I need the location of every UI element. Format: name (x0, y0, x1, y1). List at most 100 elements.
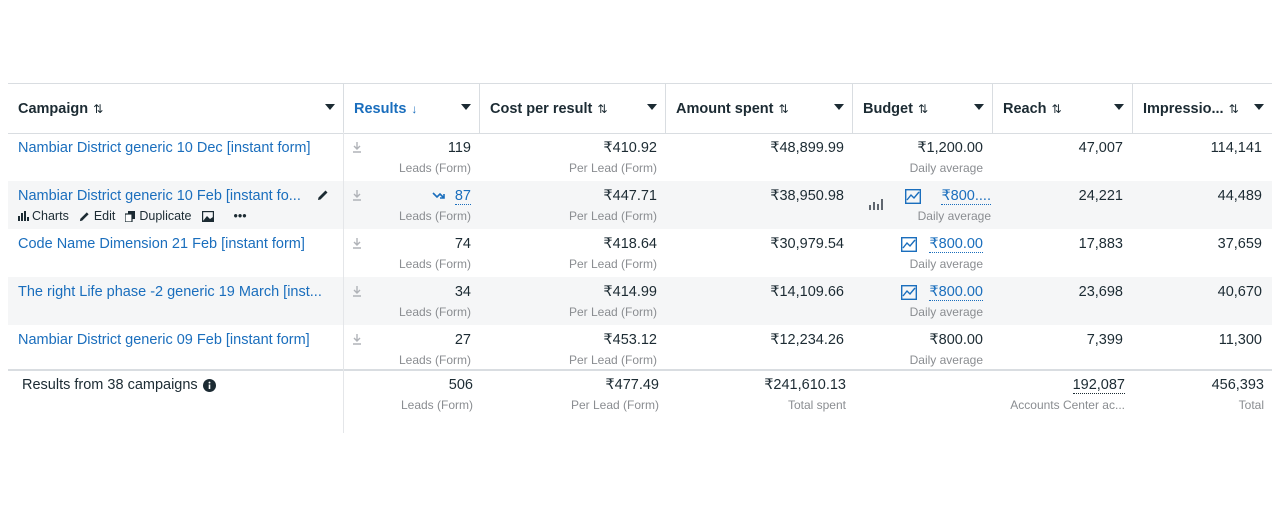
results-value: 74 (454, 236, 471, 252)
reach-value: 47,007 (1078, 140, 1123, 156)
table-row: Code Name Dimension 21 Feb [instant form… (8, 229, 1272, 277)
pencil-icon[interactable] (317, 189, 329, 201)
amount-spent-value: ₹12,234.26 (770, 332, 844, 348)
sort-icon[interactable]: ⇅ (93, 101, 103, 116)
col-header-results[interactable]: Results ↓ (344, 84, 479, 133)
preview-action[interactable] (201, 210, 214, 222)
budget-sub: Daily average (909, 257, 983, 271)
total-cost-per-result-value: ₹477.49 (605, 377, 659, 393)
total-impressions-sub: Total (1238, 398, 1264, 412)
budget-value: ₹1,200.00 (917, 140, 983, 156)
download-icon[interactable] (352, 285, 362, 298)
budget-trend-icon[interactable] (901, 285, 917, 300)
bar-chart-icon (18, 211, 29, 221)
dropdown-caret-icon[interactable] (647, 104, 657, 110)
table-row: Nambiar District generic 09 Feb [instant… (8, 325, 1272, 373)
results-sub: Leads (Form) (398, 209, 471, 223)
dropdown-caret-icon[interactable] (1114, 104, 1124, 110)
sort-desc-icon[interactable]: ↓ (411, 101, 417, 116)
budget-value[interactable]: ₹800.00 (929, 236, 983, 253)
download-icon[interactable] (352, 333, 362, 346)
reach-value: 7,399 (1086, 332, 1123, 348)
totals-label: Results from 38 campaigns (22, 377, 216, 393)
sort-icon[interactable]: ⇅ (917, 101, 928, 116)
total-amount-spent-sub: Total spent (787, 398, 846, 412)
sort-icon[interactable]: ⇅ (597, 101, 607, 116)
download-icon[interactable] (352, 141, 362, 154)
impressions-value: 11,300 (1218, 332, 1262, 348)
impressions-value: 44,489 (1217, 188, 1262, 204)
dropdown-caret-icon[interactable] (974, 104, 984, 110)
dropdown-caret-icon[interactable] (1254, 104, 1264, 110)
dropdown-caret-icon[interactable] (834, 104, 844, 110)
col-header-amount-spent[interactable]: Amount spent ⇅ (666, 84, 852, 133)
cost-per-result-value: ₹418.64 (603, 236, 657, 252)
pencil-icon (79, 211, 89, 221)
col-header-reach[interactable]: Reach ⇅ (993, 84, 1132, 133)
cost-per-result-value: ₹453.12 (603, 332, 657, 348)
amount-spent-value: ₹30,979.54 (770, 236, 844, 252)
table-row: The right Life phase -2 generic 19 March… (8, 277, 1272, 325)
duplicate-action[interactable]: Duplicate (125, 209, 192, 223)
duplicate-icon (125, 210, 136, 222)
cost-per-result-sub: Per Lead (Form) (568, 257, 657, 271)
sort-icon[interactable]: ⇅ (778, 101, 788, 116)
results-sub: Leads (Form) (398, 257, 471, 271)
col-header-impressions[interactable]: Impressio... ⇅ (1133, 84, 1272, 133)
budget-trend-icon[interactable] (905, 189, 921, 204)
results-sub: Leads (Form) (398, 161, 471, 175)
budget-sub: Daily average (909, 161, 983, 175)
cost-per-result-sub: Per Lead (Form) (568, 161, 657, 175)
dropdown-caret-icon[interactable] (325, 104, 335, 110)
total-amount-spent-value: ₹241,610.13 (764, 377, 846, 393)
budget-value[interactable]: ₹800.... (941, 188, 991, 205)
amount-spent-value: ₹14,109.66 (770, 284, 844, 300)
total-reach-sub: Accounts Center ac... (1010, 398, 1125, 412)
col-header-budget[interactable]: Budget ⇅ (853, 84, 992, 133)
budget-sub: Daily average (909, 353, 983, 367)
total-cost-per-result-sub: Per Lead (Form) (570, 398, 659, 412)
budget-trend-icon[interactable] (901, 237, 917, 252)
sort-icon[interactable]: ⇅ (1051, 101, 1062, 116)
row-actions: Charts Edit Duplicate ••• (18, 209, 257, 223)
cost-per-result-sub: Per Lead (Form) (568, 305, 657, 319)
more-options-button[interactable]: ••• (233, 209, 247, 223)
trend-down-icon (432, 192, 445, 199)
impressions-value: 37,659 (1217, 236, 1262, 252)
budget-value[interactable]: ₹800.00 (929, 284, 983, 301)
info-icon[interactable] (202, 378, 216, 392)
budget-sub: Daily average (917, 209, 991, 223)
download-icon[interactable] (352, 189, 362, 202)
amount-spent-value: ₹38,950.98 (770, 188, 844, 204)
image-icon (201, 210, 214, 222)
results-sub: Leads (Form) (398, 305, 471, 319)
total-results-value: 506 (448, 377, 473, 393)
campaign-name-link[interactable]: Nambiar District generic 10 Dec [instant… (18, 140, 311, 156)
campaign-name-link[interactable]: Code Name Dimension 21 Feb [instant form… (18, 236, 305, 252)
results-value: 27 (454, 332, 471, 348)
edit-action[interactable]: Edit (79, 209, 115, 223)
impressions-value: 114,141 (1210, 140, 1262, 156)
reach-value: 17,883 (1078, 236, 1123, 252)
download-icon[interactable] (352, 237, 362, 250)
campaigns-table: Campaign ⇅ Results ↓ Cost per result ⇅ Amou… (8, 83, 1272, 433)
sort-icon[interactable]: ⇅ (1228, 101, 1239, 116)
charts-action[interactable]: Charts (18, 209, 69, 223)
budget-sub: Daily average (909, 305, 983, 319)
impressions-value: 40,670 (1217, 284, 1262, 300)
column-divider (343, 132, 344, 433)
campaign-name-link[interactable]: Nambiar District generic 10 Feb [instant… (18, 188, 301, 204)
campaign-name-link[interactable]: The right Life phase -2 generic 19 March… (18, 284, 322, 300)
col-header-campaign[interactable]: Campaign ⇅ (8, 84, 343, 133)
table-row: Nambiar District generic 10 Feb [instant… (8, 181, 1272, 229)
dropdown-caret-icon[interactable] (461, 104, 471, 110)
chart-icon[interactable] (869, 197, 884, 210)
results-value[interactable]: 87 (454, 188, 471, 205)
total-impressions-value: 456,393 (1211, 377, 1264, 393)
col-header-cost-per-result[interactable]: Cost per result ⇅ (480, 84, 665, 133)
total-results-sub: Leads (Form) (400, 398, 473, 412)
results-sub: Leads (Form) (398, 353, 471, 367)
cost-per-result-sub: Per Lead (Form) (568, 209, 657, 223)
total-reach-value[interactable]: 192,087 (1072, 377, 1125, 394)
campaign-name-link[interactable]: Nambiar District generic 09 Feb [instant… (18, 332, 310, 348)
